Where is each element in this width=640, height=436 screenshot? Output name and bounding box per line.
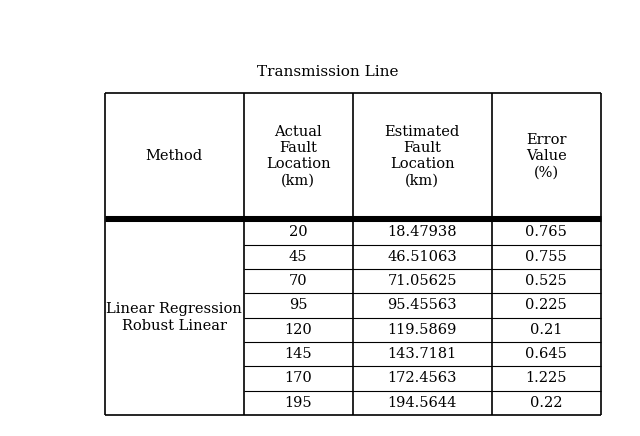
Text: 0.21: 0.21 (530, 323, 563, 337)
Text: 0.225: 0.225 (525, 298, 567, 312)
Text: 20: 20 (289, 225, 308, 239)
Text: 0.645: 0.645 (525, 347, 567, 361)
Text: 145: 145 (284, 347, 312, 361)
Text: 95.45563: 95.45563 (387, 298, 457, 312)
Text: Estimated
Fault
Location
(km): Estimated Fault Location (km) (385, 125, 460, 187)
Text: 119.5869: 119.5869 (388, 323, 457, 337)
Text: 46.51063: 46.51063 (387, 250, 457, 264)
Text: 95: 95 (289, 298, 307, 312)
Text: 0.22: 0.22 (530, 396, 563, 410)
Text: 120: 120 (284, 323, 312, 337)
Text: 143.7181: 143.7181 (388, 347, 457, 361)
Text: 18.47938: 18.47938 (387, 225, 457, 239)
Text: 170: 170 (284, 371, 312, 385)
Text: 1.225: 1.225 (525, 371, 567, 385)
Text: 71.05625: 71.05625 (387, 274, 457, 288)
Text: 172.4563: 172.4563 (387, 371, 457, 385)
Text: Transmission Line: Transmission Line (257, 65, 399, 79)
Text: Actual
Fault
Location
(km): Actual Fault Location (km) (266, 125, 330, 187)
Text: 0.755: 0.755 (525, 250, 567, 264)
Text: 45: 45 (289, 250, 307, 264)
Text: 0.525: 0.525 (525, 274, 567, 288)
Text: Error
Value
(%): Error Value (%) (526, 133, 566, 180)
Text: 195: 195 (284, 396, 312, 410)
Text: 70: 70 (289, 274, 308, 288)
Text: Linear Regression
Robust Linear: Linear Regression Robust Linear (106, 303, 242, 333)
Text: 0.765: 0.765 (525, 225, 567, 239)
Text: 194.5644: 194.5644 (388, 396, 457, 410)
Text: Method: Method (146, 150, 203, 164)
